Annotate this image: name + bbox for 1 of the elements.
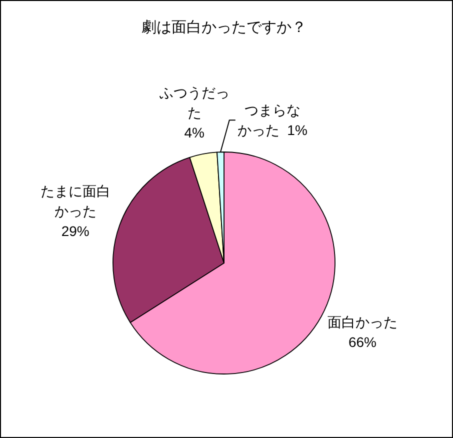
title: 劇は面白かったですか？ [142,19,306,36]
